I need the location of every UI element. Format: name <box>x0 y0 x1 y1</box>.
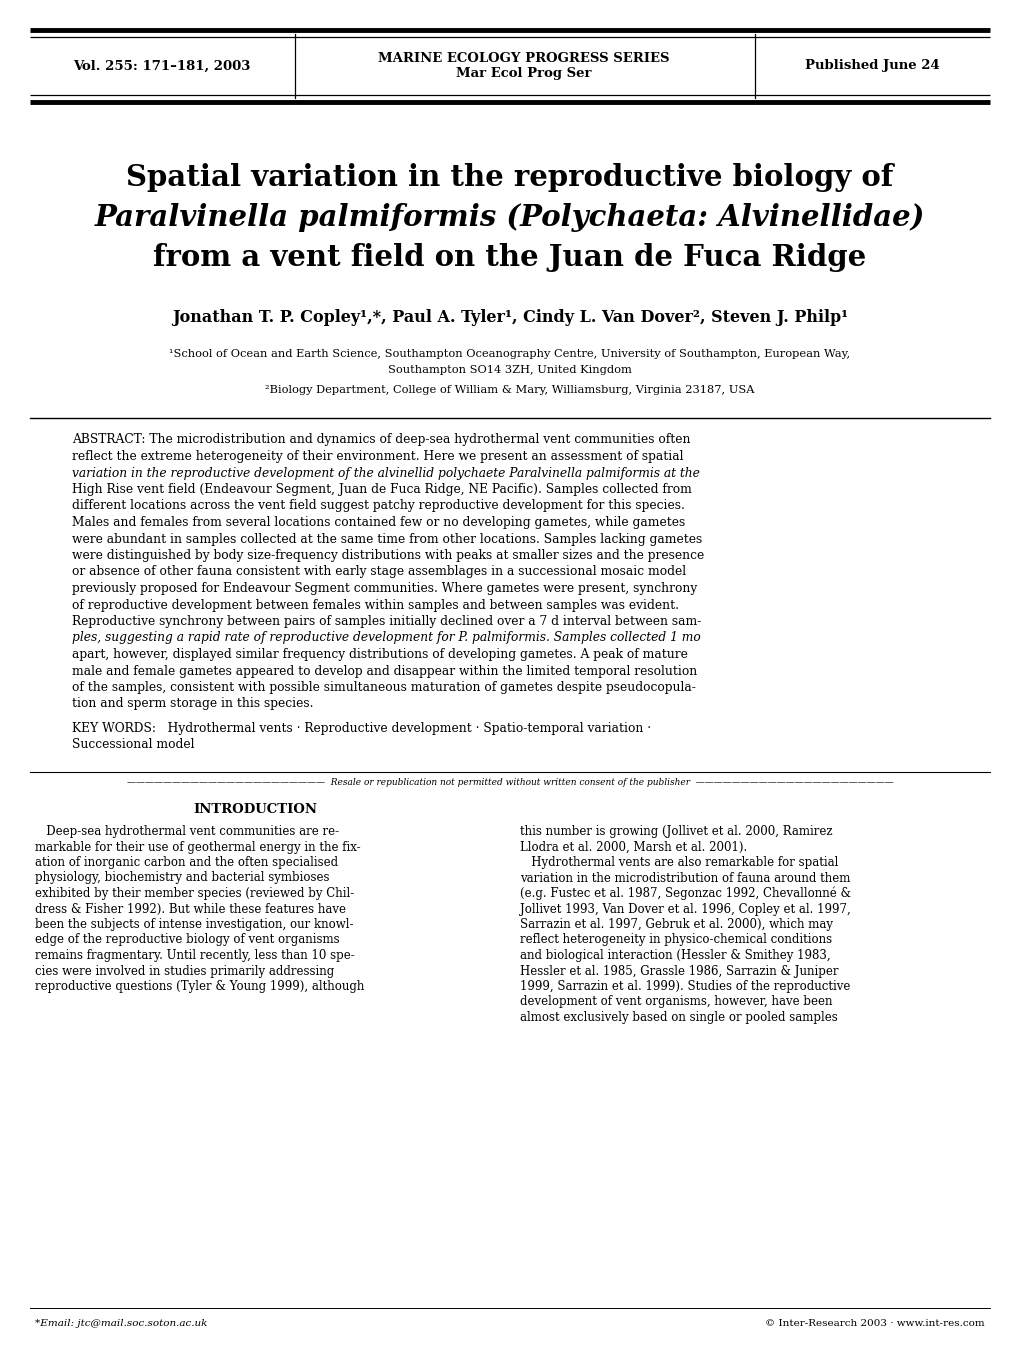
Text: 1999, Sarrazin et al. 1999). Studies of the reproductive: 1999, Sarrazin et al. 1999). Studies of … <box>520 981 850 993</box>
Text: physiology, biochemistry and bacterial symbioses: physiology, biochemistry and bacterial s… <box>35 872 329 885</box>
Text: *Email: jtc@mail.soc.soton.ac.uk: *Email: jtc@mail.soc.soton.ac.uk <box>35 1318 207 1328</box>
Text: cies were involved in studies primarily addressing: cies were involved in studies primarily … <box>35 964 334 978</box>
Text: Jonathan T. P. Copley¹,*, Paul A. Tyler¹, Cindy L. Van Dover², Steven J. Philp¹: Jonathan T. P. Copley¹,*, Paul A. Tyler¹… <box>172 309 847 327</box>
Text: Jollivet 1993, Van Dover et al. 1996, Copley et al. 1997,: Jollivet 1993, Van Dover et al. 1996, Co… <box>520 902 850 916</box>
Text: of reproductive development between females within samples and between samples w: of reproductive development between fema… <box>72 599 679 612</box>
Text: of the samples, consistent with possible simultaneous maturation of gametes desp: of the samples, consistent with possible… <box>72 681 695 694</box>
Text: Males and females from several locations contained few or no developing gametes,: Males and females from several locations… <box>72 516 685 529</box>
Text: reflect heterogeneity in physico-chemical conditions: reflect heterogeneity in physico-chemica… <box>520 933 832 947</box>
Text: Hydrothermal vents are also remarkable for spatial: Hydrothermal vents are also remarkable f… <box>520 855 838 869</box>
Text: were abundant in samples collected at the same time from other locations. Sample: were abundant in samples collected at th… <box>72 533 701 546</box>
Text: variation in the reproductive development of the alvinellid polychaete Paralvine: variation in the reproductive developmen… <box>72 467 699 480</box>
Text: development of vent organisms, however, have been: development of vent organisms, however, … <box>520 995 832 1009</box>
Text: Llodra et al. 2000, Marsh et al. 2001).: Llodra et al. 2000, Marsh et al. 2001). <box>520 841 747 854</box>
Text: MARINE ECOLOGY PROGRESS SERIES: MARINE ECOLOGY PROGRESS SERIES <box>378 51 669 65</box>
Text: reflect the extreme heterogeneity of their environment. Here we present an asses: reflect the extreme heterogeneity of the… <box>72 451 683 463</box>
Text: KEY WORDS:   Hydrothermal vents · Reproductive development · Spatio-temporal var: KEY WORDS: Hydrothermal vents · Reproduc… <box>72 722 650 734</box>
Text: or absence of other fauna consistent with early stage assemblages in a successio: or absence of other fauna consistent wit… <box>72 565 686 578</box>
Text: Southampton SO14 3ZH, United Kingdom: Southampton SO14 3ZH, United Kingdom <box>387 364 632 375</box>
Text: dress & Fisher 1992). But while these features have: dress & Fisher 1992). But while these fe… <box>35 902 345 916</box>
Text: this number is growing (Jollivet et al. 2000, Ramirez: this number is growing (Jollivet et al. … <box>520 824 832 838</box>
Text: ation of inorganic carbon and the often specialised: ation of inorganic carbon and the often … <box>35 855 337 869</box>
Text: Reproductive synchrony between pairs of samples initially declined over a 7 d in: Reproductive synchrony between pairs of … <box>72 615 701 628</box>
Text: High Rise vent field (Endeavour Segment, Juan de Fuca Ridge, NE Pacific). Sample: High Rise vent field (Endeavour Segment,… <box>72 483 691 496</box>
Text: Mar Ecol Prog Ser: Mar Ecol Prog Ser <box>455 67 591 81</box>
Text: tion and sperm storage in this species.: tion and sperm storage in this species. <box>72 698 313 710</box>
Text: been the subjects of intense investigation, our knowl-: been the subjects of intense investigati… <box>35 919 354 931</box>
Text: INTRODUCTION: INTRODUCTION <box>193 803 317 816</box>
Text: ¹School of Ocean and Earth Science, Southampton Oceanography Centre, University : ¹School of Ocean and Earth Science, Sout… <box>169 348 850 359</box>
Text: apart, however, displayed similar frequency distributions of developing gametes.: apart, however, displayed similar freque… <box>72 648 687 660</box>
Text: ——————————————————————  Resale or republication not permitted without written co: —————————————————————— Resale or republi… <box>126 777 893 787</box>
Text: Sarrazin et al. 1997, Gebruk et al. 2000), which may: Sarrazin et al. 1997, Gebruk et al. 2000… <box>520 919 833 931</box>
Text: reproductive questions (Tyler & Young 1999), although: reproductive questions (Tyler & Young 19… <box>35 981 364 993</box>
Text: (e.g. Fustec et al. 1987, Segonzac 1992, Chevallonné &: (e.g. Fustec et al. 1987, Segonzac 1992,… <box>520 886 850 900</box>
Text: Vol. 255: 171–181, 2003: Vol. 255: 171–181, 2003 <box>73 59 251 73</box>
Text: Deep-sea hydrothermal vent communities are re-: Deep-sea hydrothermal vent communities a… <box>35 824 338 838</box>
Text: © Inter-Research 2003 · www.int-res.com: © Inter-Research 2003 · www.int-res.com <box>764 1318 984 1328</box>
Text: ples, suggesting a rapid rate of reproductive development for P. palmiformis. Sa: ples, suggesting a rapid rate of reprodu… <box>72 632 700 644</box>
Text: Spatial variation in the reproductive biology of: Spatial variation in the reproductive bi… <box>126 164 893 192</box>
Text: edge of the reproductive biology of vent organisms: edge of the reproductive biology of vent… <box>35 933 339 947</box>
Text: previously proposed for Endeavour Segment communities. Where gametes were presen: previously proposed for Endeavour Segmen… <box>72 582 697 594</box>
Text: were distinguished by body size-frequency distributions with peaks at smaller si: were distinguished by body size-frequenc… <box>72 549 703 562</box>
Text: markable for their use of geothermal energy in the fix-: markable for their use of geothermal ene… <box>35 841 361 854</box>
Text: remains fragmentary. Until recently, less than 10 spe-: remains fragmentary. Until recently, les… <box>35 950 355 962</box>
Text: variation in the microdistribution of fauna around them: variation in the microdistribution of fa… <box>520 872 850 885</box>
Text: almost exclusively based on single or pooled samples: almost exclusively based on single or po… <box>520 1011 837 1024</box>
Text: Paralvinella palmiformis (Polychaeta: Alvinellidae): Paralvinella palmiformis (Polychaeta: Al… <box>95 203 924 233</box>
Text: male and female gametes appeared to develop and disappear within the limited tem: male and female gametes appeared to deve… <box>72 664 697 678</box>
Text: ²Biology Department, College of William & Mary, Williamsburg, Virginia 23187, US: ²Biology Department, College of William … <box>265 385 754 395</box>
Text: ABSTRACT: The microdistribution and dynamics of deep-sea hydrothermal vent commu: ABSTRACT: The microdistribution and dyna… <box>72 433 690 447</box>
Text: exhibited by their member species (reviewed by Chil-: exhibited by their member species (revie… <box>35 886 354 900</box>
Text: Published June 24: Published June 24 <box>804 59 938 73</box>
Text: different locations across the vent field suggest patchy reproductive developmen: different locations across the vent fiel… <box>72 499 684 512</box>
Text: Hessler et al. 1985, Grassle 1986, Sarrazin & Juniper: Hessler et al. 1985, Grassle 1986, Sarra… <box>520 964 838 978</box>
Text: and biological interaction (Hessler & Smithey 1983,: and biological interaction (Hessler & Sm… <box>520 950 829 962</box>
Text: Successional model: Successional model <box>72 738 195 752</box>
Text: from a vent field on the Juan de Fuca Ridge: from a vent field on the Juan de Fuca Ri… <box>153 243 866 273</box>
